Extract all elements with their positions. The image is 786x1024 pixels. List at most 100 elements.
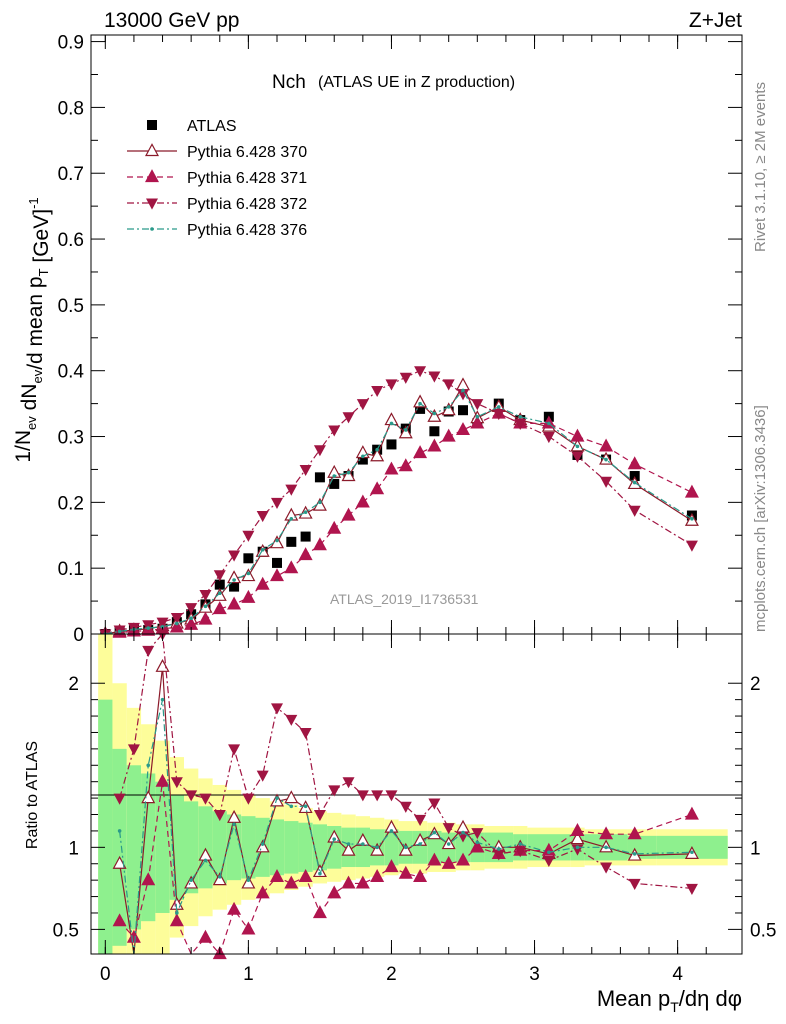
upper-point-4-27 bbox=[496, 405, 501, 409]
upper-point-3-9 bbox=[228, 550, 241, 562]
upper-point-4-31 bbox=[604, 457, 608, 462]
upper-point-0-20 bbox=[386, 439, 397, 450]
upper-point-2-15 bbox=[312, 537, 327, 551]
upper-point-4-29 bbox=[547, 421, 551, 426]
lower-point-3-19 bbox=[389, 829, 394, 833]
upper-point-3-26 bbox=[471, 399, 484, 411]
lower-point-2-31 bbox=[628, 878, 641, 891]
legend: ATLAS Pythia 6.428 370 Pythia 6.428 371 Pyt… bbox=[127, 118, 307, 239]
lower-point-3-24 bbox=[461, 830, 465, 835]
band-inner-6 bbox=[184, 801, 199, 894]
lower-point-2-18 bbox=[371, 790, 384, 802]
upper-point-3-27 bbox=[492, 408, 505, 421]
lower-point-2-20 bbox=[399, 801, 412, 813]
lower-point-3-10 bbox=[260, 842, 265, 846]
lower-point-1-21 bbox=[413, 869, 428, 882]
upper-point-4-4 bbox=[160, 624, 165, 629]
lower-data-layer bbox=[112, 629, 699, 960]
lower-point-3-27 bbox=[518, 842, 523, 846]
legend-marker-1 bbox=[144, 143, 160, 157]
lower-point-3-23 bbox=[446, 842, 451, 846]
upper-point-4-26 bbox=[475, 414, 480, 419]
lower-point-1-31 bbox=[627, 826, 642, 840]
lower-point-2-9 bbox=[242, 793, 255, 805]
lower-point-0-15 bbox=[327, 829, 342, 843]
upper-point-4-28 bbox=[518, 414, 523, 419]
lower-point-3-22 bbox=[432, 830, 437, 835]
lower-point-1-11 bbox=[269, 869, 285, 882]
lower-point-1-2 bbox=[141, 872, 156, 886]
band-inner-25 bbox=[455, 832, 471, 863]
lower-y-axis-label: Ratio to ATLAS bbox=[24, 741, 41, 849]
lower-point-1-4 bbox=[169, 913, 184, 927]
upper-point-2-32 bbox=[627, 456, 642, 470]
lower-y-tick-label-right-1: 1 bbox=[750, 838, 761, 859]
lower-point-2-15 bbox=[328, 785, 341, 797]
lower-point-2-13 bbox=[299, 727, 312, 740]
lower-point-1-10 bbox=[255, 885, 270, 899]
legend-marker-4 bbox=[150, 227, 154, 231]
upper-point-0-14 bbox=[300, 531, 311, 542]
lower-point-2-14 bbox=[313, 810, 326, 822]
lower-panel: 0.5 0.5 1 1 2 2 0 1 2 3 4 Ratio to ATLAS Mean pT/d… bbox=[24, 629, 776, 1015]
upper-point-2-23 bbox=[427, 438, 442, 452]
upper-point-4-17 bbox=[346, 470, 351, 475]
lower-point-3-21 bbox=[418, 842, 422, 846]
lower-point-3-5 bbox=[189, 878, 193, 882]
upper-point-3-8 bbox=[213, 570, 226, 582]
upper-point-3-31 bbox=[600, 476, 613, 488]
upper-point-4-22 bbox=[418, 401, 422, 406]
lower-point-3-3 bbox=[160, 697, 165, 702]
upper-point-2-8 bbox=[212, 601, 227, 615]
side-text-bottom: mcplots.cern.ch [arXiv:1306.3436] bbox=[752, 405, 769, 632]
upper-y-tick-label-9: 0.9 bbox=[58, 33, 84, 54]
upper-point-2-12 bbox=[269, 568, 285, 582]
lower-ticks: 0.5 0.5 1 1 2 2 0 1 2 3 4 bbox=[53, 634, 776, 985]
upper-point-3-22 bbox=[414, 366, 427, 378]
band-inner-10 bbox=[241, 816, 256, 879]
upper-point-4-5 bbox=[175, 621, 179, 626]
upper-point-2-7 bbox=[198, 611, 213, 625]
upper-point-4-7 bbox=[203, 604, 208, 609]
band-inner-1 bbox=[112, 748, 127, 946]
upper-point-3-5 bbox=[170, 613, 183, 625]
upper-point-0-22 bbox=[415, 403, 426, 414]
upper-point-3-4 bbox=[156, 617, 169, 629]
lower-point-3-13 bbox=[303, 804, 308, 809]
upper-point-3-25 bbox=[457, 389, 469, 401]
upper-point-0-10 bbox=[243, 553, 254, 564]
lower-point-2-4 bbox=[170, 777, 183, 789]
upper-point-0-18 bbox=[357, 454, 368, 465]
lower-point-2-25 bbox=[471, 828, 484, 840]
upper-point-4-9 bbox=[232, 578, 236, 582]
lower-y-tick-label-right-2: 2 bbox=[750, 674, 761, 695]
lower-point-1-16 bbox=[341, 875, 356, 889]
x-axis-label: Mean pT/dη dφ bbox=[597, 986, 742, 1015]
legend-label-0: ATLAS bbox=[187, 118, 237, 135]
upper-point-0-8 bbox=[214, 579, 225, 590]
lower-point-3-31 bbox=[632, 852, 637, 856]
lower-point-0-29 bbox=[570, 831, 585, 845]
upper-point-3-6 bbox=[185, 603, 198, 615]
lower-point-1-18 bbox=[370, 869, 385, 882]
lower-point-0-3 bbox=[155, 658, 170, 672]
upper-point-2-31 bbox=[599, 438, 614, 452]
lower-y-tick-label-right-0: 0.5 bbox=[750, 920, 776, 941]
upper-point-4-12 bbox=[275, 538, 279, 543]
band-inner-13 bbox=[284, 821, 299, 874]
lower-point-2-2 bbox=[142, 645, 155, 658]
upper-point-2-10 bbox=[241, 589, 256, 603]
lower-point-3-30 bbox=[604, 845, 608, 850]
upper-point-2-20 bbox=[384, 461, 399, 475]
lower-point-0-18 bbox=[370, 842, 385, 856]
lower-point-2-11 bbox=[271, 703, 283, 715]
lower-point-2-12 bbox=[285, 714, 298, 726]
lower-point-1-1 bbox=[126, 929, 141, 943]
lower-point-2-22 bbox=[428, 798, 441, 810]
upper-point-2-26 bbox=[470, 415, 485, 429]
upper-series-line-3 bbox=[105, 370, 693, 635]
lower-point-3-9 bbox=[246, 878, 251, 882]
upper-point-3-7 bbox=[199, 590, 212, 602]
band-inner-14 bbox=[298, 822, 313, 872]
